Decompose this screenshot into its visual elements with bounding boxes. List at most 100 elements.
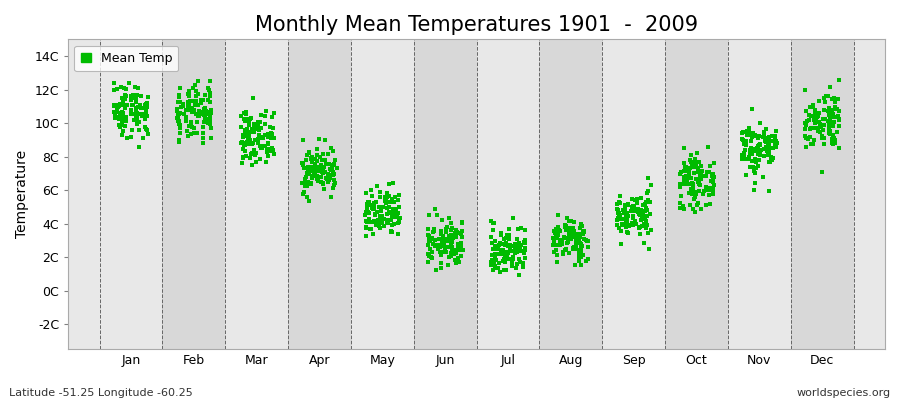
Point (124, 96, 139, 102)
Point (183, 93, 197, 99)
Point (547, 249, 562, 256)
Point (574, 253, 589, 260)
Point (444, 232, 458, 238)
Point (824, 136, 839, 142)
Point (821, 108, 835, 114)
Point (173, 85, 187, 92)
Point (299, 174, 313, 180)
Point (823, 110, 837, 117)
Point (510, 236, 525, 242)
Point (236, 154, 250, 160)
Point (673, 184, 688, 190)
Point (617, 202, 632, 208)
Point (810, 127, 824, 134)
Point (431, 246, 446, 253)
Point (494, 251, 508, 257)
Point (558, 222, 572, 228)
Point (177, 111, 192, 117)
Point (554, 238, 568, 244)
Point (171, 117, 185, 124)
Point (420, 231, 435, 238)
Point (260, 148, 274, 155)
Point (485, 252, 500, 258)
Point (328, 157, 343, 163)
Point (364, 226, 378, 232)
Point (817, 122, 832, 128)
Point (171, 114, 185, 121)
Point (637, 214, 652, 220)
Point (812, 98, 826, 104)
Point (487, 219, 501, 226)
Point (130, 92, 144, 98)
Point (641, 196, 655, 203)
Point (301, 167, 315, 173)
Point (816, 135, 831, 142)
Point (673, 200, 688, 207)
Point (686, 160, 700, 166)
Point (113, 112, 128, 118)
Point (487, 255, 501, 261)
Point (742, 129, 756, 135)
Point (750, 145, 764, 152)
Point (134, 92, 148, 99)
Point (304, 166, 319, 172)
Point (194, 110, 208, 117)
Point (832, 123, 846, 129)
Point (242, 141, 256, 147)
Point (323, 166, 338, 173)
Point (182, 122, 196, 129)
Point (372, 222, 386, 229)
Point (360, 218, 374, 225)
Point (686, 181, 700, 187)
Point (391, 210, 405, 216)
Point (110, 86, 124, 92)
Point (120, 118, 134, 124)
Point (256, 143, 270, 149)
Point (691, 165, 706, 171)
Point (320, 171, 335, 177)
Point (129, 106, 143, 113)
Point (238, 129, 252, 136)
Point (312, 168, 327, 174)
Point (618, 205, 633, 211)
Point (770, 140, 784, 146)
Point (797, 133, 812, 139)
Point (197, 116, 211, 123)
Point (811, 110, 825, 116)
Point (327, 161, 341, 167)
Point (494, 232, 508, 238)
Point (434, 265, 448, 271)
Point (375, 216, 390, 223)
Point (825, 132, 840, 138)
Point (129, 98, 143, 104)
Point (626, 213, 640, 220)
Point (450, 229, 464, 236)
Y-axis label: Temperature: Temperature (15, 150, 29, 238)
Point (298, 176, 312, 183)
Point (428, 267, 443, 273)
Point (802, 112, 816, 118)
Point (445, 225, 459, 231)
Point (246, 127, 260, 133)
Point (512, 245, 526, 252)
Point (179, 128, 194, 134)
Point (447, 257, 462, 263)
Point (696, 191, 710, 198)
Point (821, 93, 835, 99)
Point (243, 155, 257, 161)
Point (610, 200, 625, 207)
Point (266, 150, 281, 157)
Point (628, 220, 643, 227)
Point (203, 135, 218, 142)
Point (328, 180, 342, 186)
Point (129, 113, 143, 120)
Point (188, 110, 202, 117)
Point (549, 247, 563, 254)
Point (634, 194, 648, 201)
Point (124, 93, 139, 99)
Point (454, 219, 469, 226)
Point (559, 235, 573, 242)
Point (702, 192, 716, 199)
Point (380, 219, 394, 226)
Point (686, 182, 700, 189)
